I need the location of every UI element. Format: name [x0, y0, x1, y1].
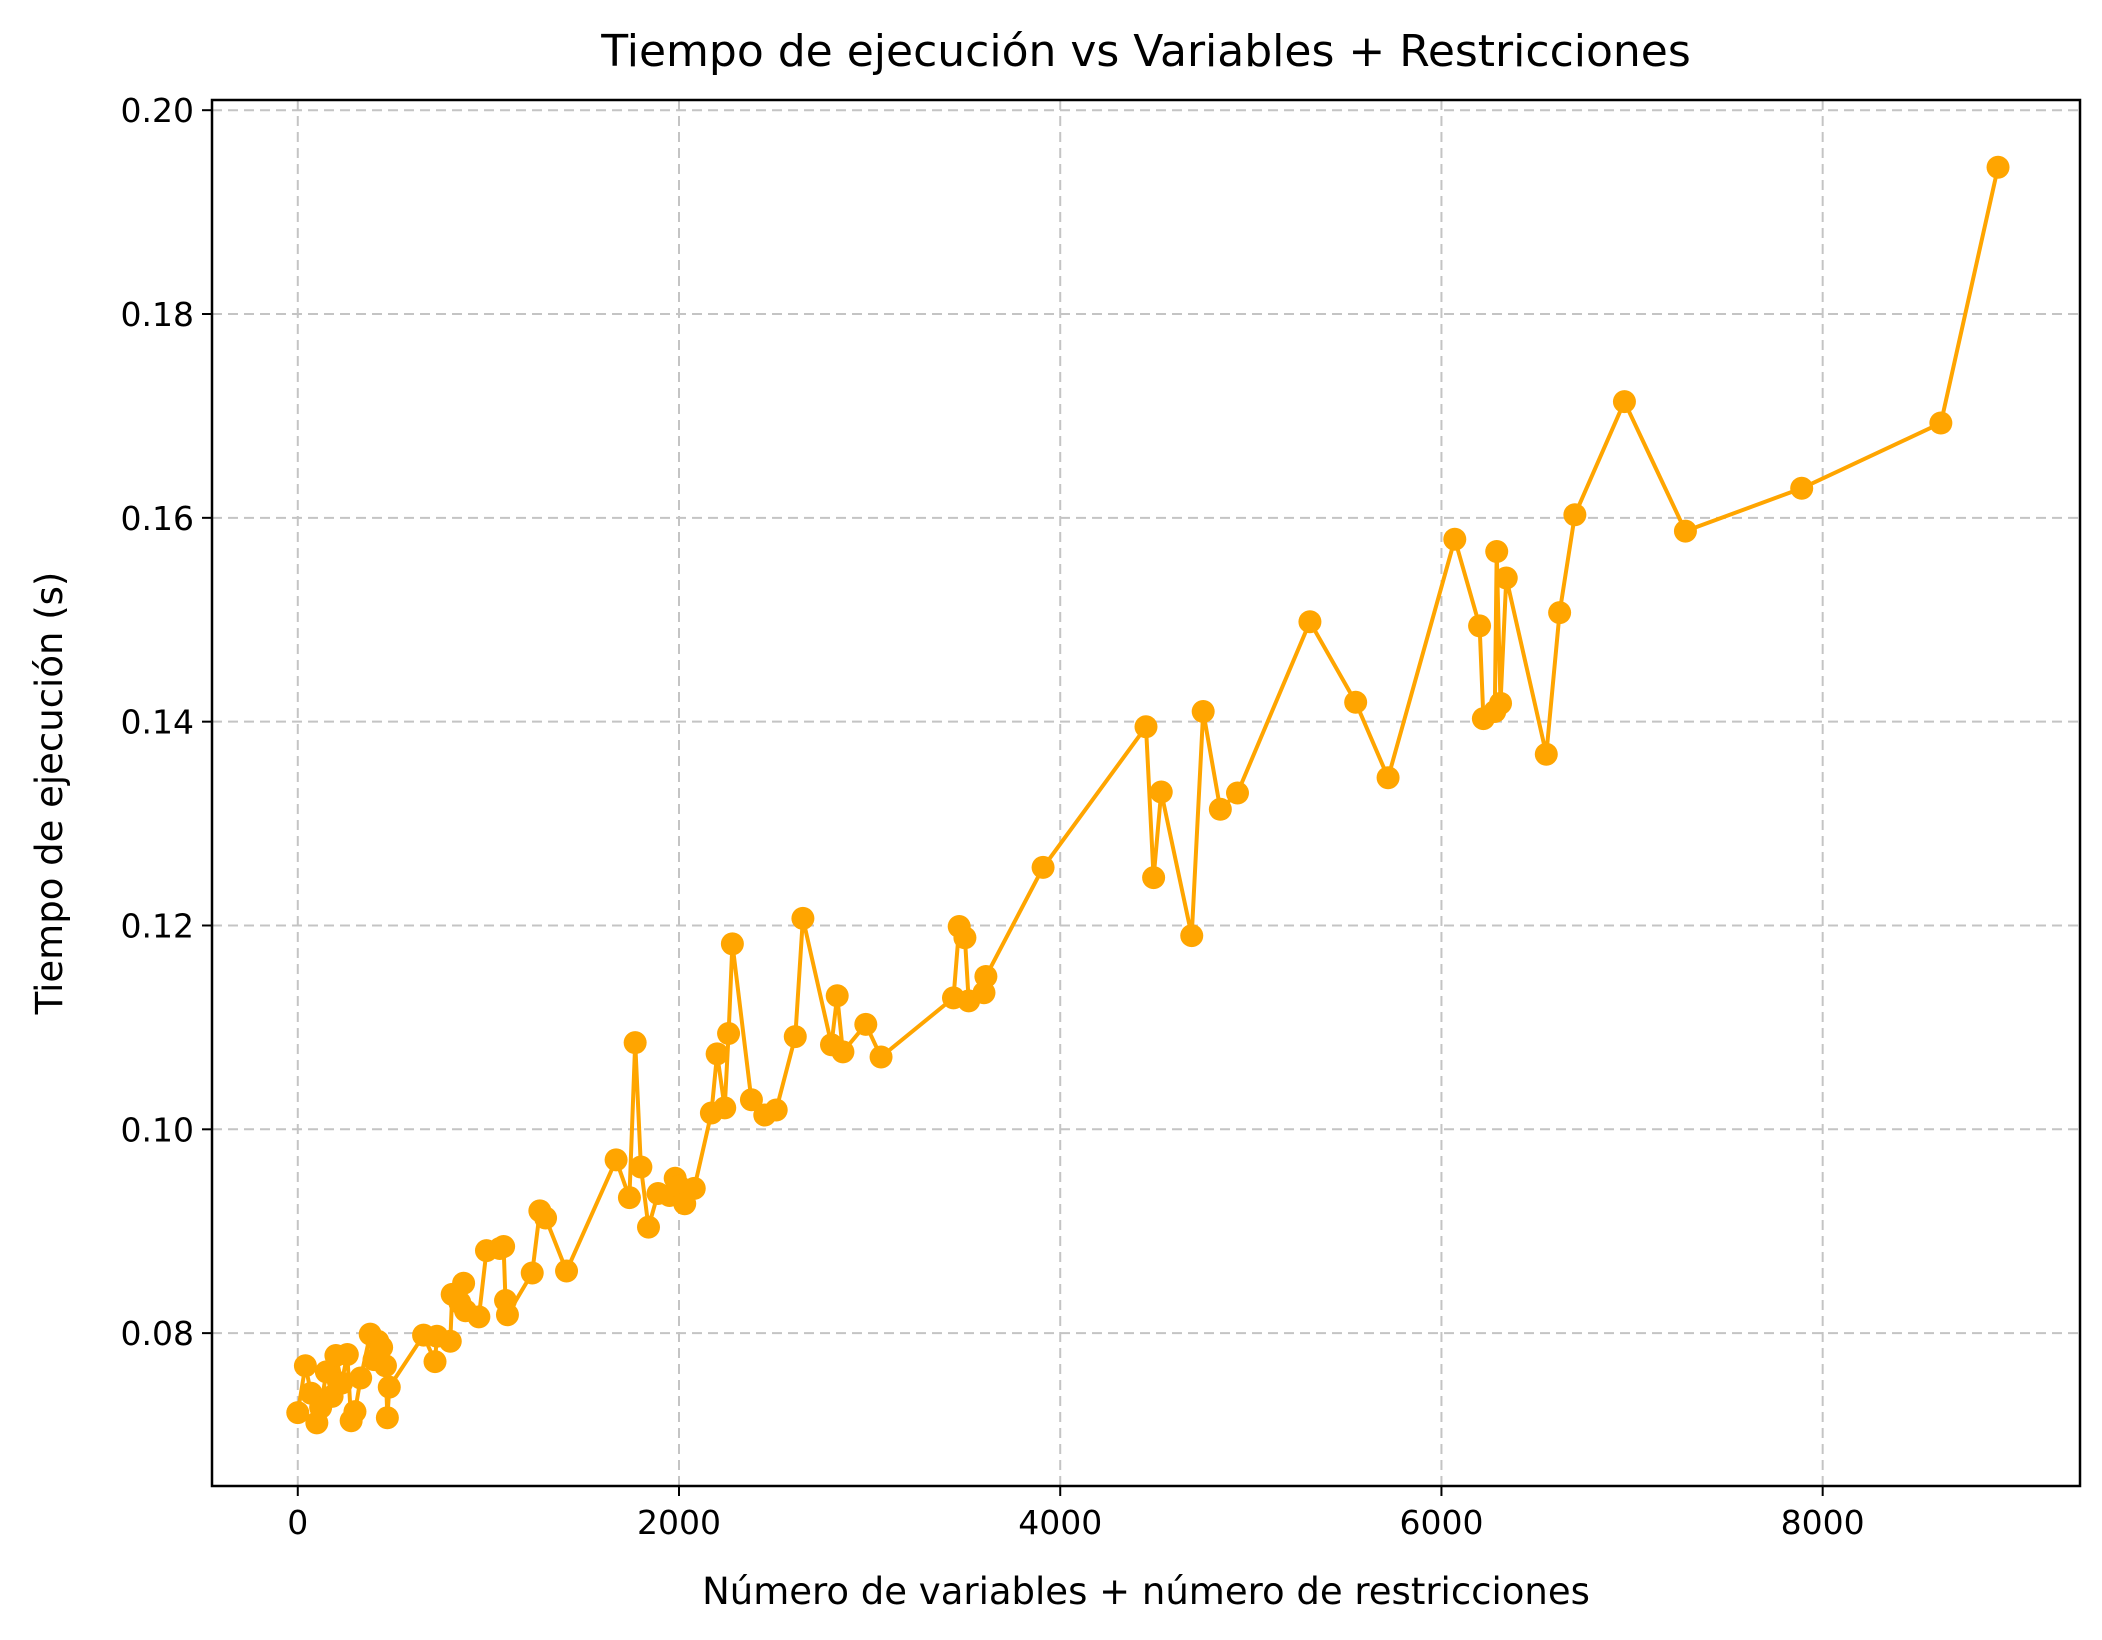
data-point [764, 1098, 788, 1122]
data-point [854, 1012, 878, 1036]
data-point [330, 1371, 354, 1395]
data-point [1929, 411, 1953, 435]
data-point [1225, 781, 1249, 805]
x-tick-label: 0 [287, 1503, 308, 1542]
data-point [335, 1343, 359, 1367]
y-tick-label: 0.18 [121, 295, 194, 334]
data-point [377, 1375, 401, 1399]
y-tick-label: 0.12 [121, 906, 194, 945]
x-tick-label: 8000 [1781, 1503, 1865, 1542]
data-point [1376, 766, 1400, 790]
data-point [1489, 691, 1513, 715]
grid-lines [212, 100, 2080, 1486]
data-point [604, 1148, 628, 1172]
data-point [1443, 527, 1467, 551]
data-point [705, 1042, 729, 1066]
data-point [495, 1303, 519, 1327]
data-point [375, 1406, 399, 1430]
data-point [739, 1088, 763, 1112]
data-point [1031, 855, 1055, 879]
y-tick-label: 0.10 [121, 1110, 194, 1149]
data-point [629, 1155, 653, 1179]
data-point [373, 1354, 397, 1378]
axis-ticks: 0 2000 4000 6000 8000 0.08 0.10 0.12 0.14 0.16 0.1… [121, 91, 1865, 1542]
data-point [623, 1031, 647, 1055]
data-point [791, 906, 815, 930]
x-tick-label: 4000 [1018, 1503, 1102, 1542]
data-point [1790, 476, 1814, 500]
data-point [1534, 742, 1558, 766]
x-tick-label: 2000 [637, 1503, 721, 1542]
data-point [555, 1259, 579, 1283]
chart-title: Tiempo de ejecución vs Variables + Restr… [600, 26, 1691, 77]
data-point [370, 1335, 394, 1359]
data-point [1612, 390, 1636, 414]
y-tick-label: 0.16 [121, 499, 194, 538]
data-point [1563, 503, 1587, 527]
data-point [1149, 780, 1173, 804]
data-point [467, 1305, 491, 1329]
data-point [1485, 539, 1509, 563]
data-point [492, 1235, 516, 1259]
data-point [438, 1329, 462, 1353]
data-point [1548, 601, 1572, 625]
data-point [343, 1400, 367, 1424]
data-point [349, 1366, 373, 1390]
data-point [423, 1350, 447, 1374]
data-point [452, 1271, 476, 1295]
y-tick-label: 0.20 [121, 91, 194, 130]
data-point [1344, 690, 1368, 714]
data-series [286, 155, 2010, 1435]
data-point [974, 964, 998, 988]
data-point [682, 1176, 706, 1200]
data-point [783, 1025, 807, 1049]
y-axis-label: Tiempo de ejecución (s) [28, 572, 71, 1016]
data-point [286, 1401, 310, 1425]
data-point [1142, 866, 1166, 890]
x-tick-label: 6000 [1399, 1503, 1483, 1542]
data-point [617, 1186, 641, 1210]
data-point [1208, 797, 1232, 821]
data-point [520, 1261, 544, 1285]
data-point [869, 1045, 893, 1069]
data-point [1298, 610, 1322, 634]
data-point [1191, 699, 1215, 723]
data-point [717, 1022, 741, 1046]
y-tick-label: 0.14 [121, 703, 194, 742]
data-point [637, 1215, 661, 1239]
data-point [534, 1206, 558, 1230]
data-point [1673, 519, 1697, 543]
data-point [1134, 715, 1158, 739]
data-point [1468, 614, 1492, 638]
data-point [1986, 155, 2010, 179]
data-point [293, 1354, 317, 1378]
y-tick-label: 0.08 [121, 1314, 194, 1353]
data-point [1180, 924, 1204, 948]
plot-frame [210, 98, 2082, 1488]
x-axis-label: Número de variables + número de restricc… [702, 1570, 1590, 1613]
data-point [831, 1040, 855, 1064]
data-point [713, 1096, 737, 1120]
data-point [825, 984, 849, 1008]
data-point [1494, 566, 1518, 590]
data-point [953, 926, 977, 950]
data-point [720, 932, 744, 956]
